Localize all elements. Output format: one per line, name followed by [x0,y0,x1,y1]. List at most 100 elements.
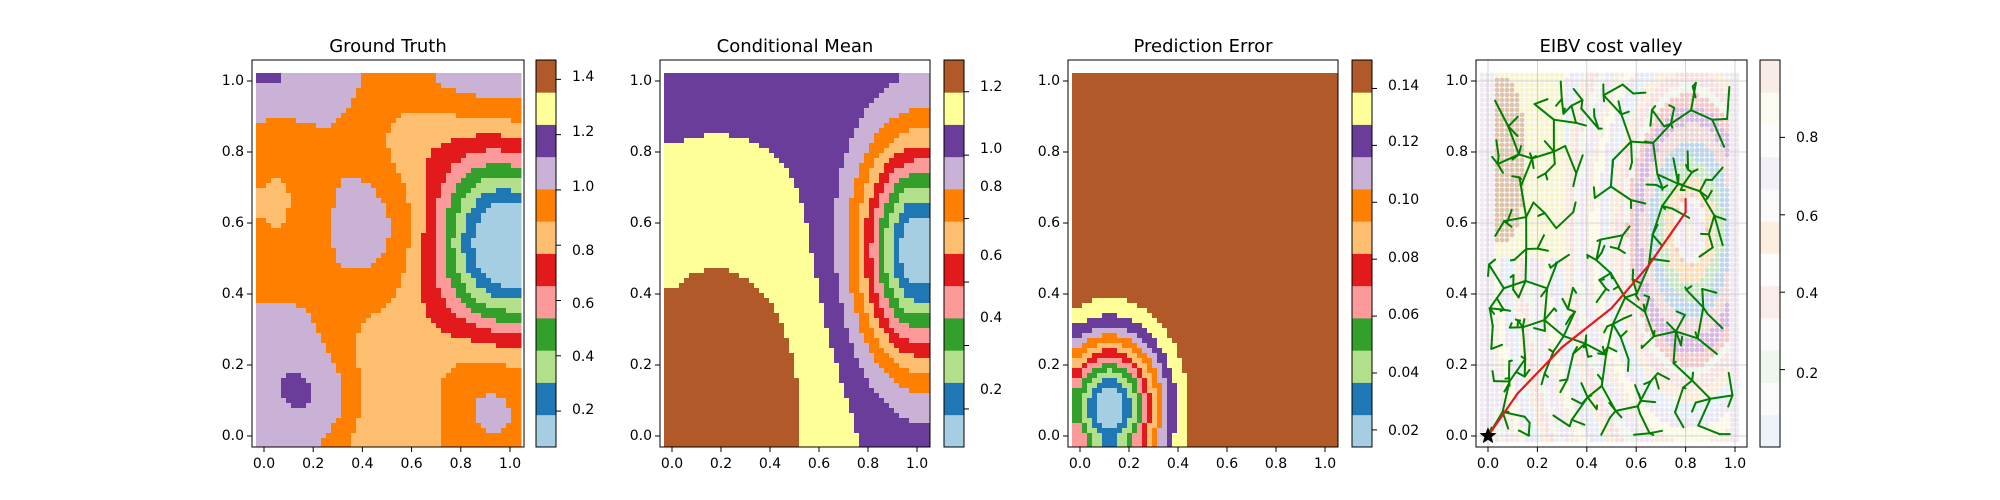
field-cell [351,288,357,294]
field-cell [664,88,670,94]
field-cell [361,323,367,329]
field-cell [854,88,860,94]
field-cell [919,73,925,79]
field-cell [391,383,397,389]
field-cell [431,213,437,219]
field-cell [361,153,367,159]
field-cell [496,333,502,339]
field-cell [396,343,402,349]
field-cell [849,78,855,84]
field-cell [456,248,462,254]
field-cell [356,273,362,279]
field-cell [426,398,432,404]
field-cell [684,148,690,154]
field-cell [491,388,497,394]
field-cell [724,93,730,99]
field-cell [411,148,417,154]
field-cell [461,98,467,104]
field-cell [446,433,452,439]
field-cell [486,123,492,129]
field-cell [321,383,327,389]
field-cell [501,143,507,149]
field-cell [839,98,845,104]
field-cell [381,83,387,89]
field-cell [286,443,292,447]
heatmap-conditional-mean [664,73,930,447]
field-cell [311,318,317,324]
field-cell [431,278,437,284]
field-cell [516,133,522,139]
field-cell [281,148,287,154]
field-cell [421,443,427,447]
field-cell [401,423,407,429]
field-cell [326,423,332,429]
field-cell [381,223,387,229]
field-cell [406,143,412,149]
field-cell [391,403,397,409]
field-cell [276,178,282,184]
field-cell [356,133,362,139]
field-cell [321,163,327,169]
field-cell [829,73,835,79]
field-cell [286,323,292,329]
field-cell [311,263,317,269]
field-cell [341,313,347,319]
field-cell [356,403,362,409]
field-cell [764,98,770,104]
field-cell [451,443,457,447]
field-cell [256,273,262,279]
field-cell [296,373,302,379]
field-cell [331,93,337,99]
field-cell [436,393,442,399]
field-cell [824,78,830,84]
field-cell [884,128,890,134]
field-cell [506,328,512,334]
field-cell [301,438,307,444]
field-cell [391,388,397,394]
field-cell [256,348,262,354]
field-cell [764,83,770,89]
field-cell [296,423,302,429]
field-cell [764,93,770,99]
field-cell [431,203,437,209]
field-cell [889,158,895,164]
field-cell [734,133,740,139]
field-cell [486,288,492,294]
field-cell [361,73,367,79]
field-cell [844,158,850,164]
field-cell [256,433,262,439]
field-cell [266,73,272,79]
field-cell [784,128,790,134]
field-cell [894,88,900,94]
field-cell [336,308,342,314]
field-cell [326,168,332,174]
field-cell [296,403,302,409]
field-cell [356,283,362,289]
field-cell [441,253,447,259]
field-cell [281,108,287,114]
field-cell [486,88,492,94]
field-cell [336,418,342,424]
field-cell [406,353,412,359]
field-cell [739,108,745,114]
field-cell [809,78,815,84]
field-cell [909,88,915,94]
field-cell [271,83,277,89]
field-cell [496,283,502,289]
field-cell [431,443,437,447]
field-cell [451,313,457,319]
field-cell [441,163,447,169]
field-cell [261,328,267,334]
field-cell [341,383,347,389]
field-cell [371,258,377,264]
field-cell [286,398,292,404]
field-cell [291,163,297,169]
field-cell [759,153,765,159]
field-cell [476,338,482,344]
field-cell [386,203,392,209]
field-cell [261,163,267,169]
field-cell [694,163,700,169]
field-cell [346,413,352,419]
field-cell [321,423,327,429]
field-cell [894,98,900,104]
